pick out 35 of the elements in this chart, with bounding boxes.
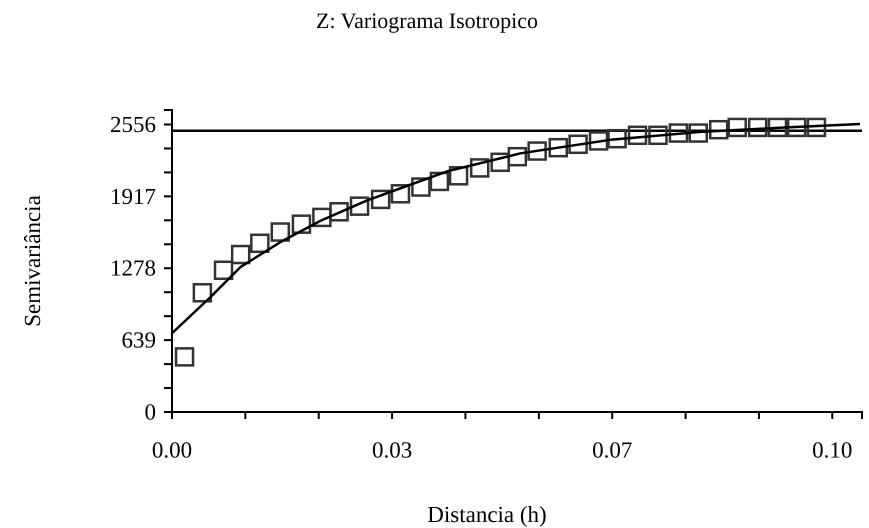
point	[370, 190, 390, 210]
y-tick-label: 1917	[110, 184, 156, 209]
point	[768, 118, 788, 138]
point	[470, 158, 490, 178]
point	[214, 260, 234, 280]
x-tick-label: 0.07	[592, 437, 632, 462]
point	[748, 118, 768, 138]
point	[588, 131, 608, 151]
point	[708, 120, 728, 140]
chart-title: Z: Variograma Isotropico	[316, 8, 538, 33]
x-tick-label: 0.03	[372, 437, 412, 462]
x-axis-title: Distancia (h)	[427, 502, 547, 527]
point	[806, 118, 826, 138]
point	[174, 347, 194, 367]
point	[607, 128, 627, 148]
y-tick-label: 639	[122, 327, 156, 352]
point	[508, 146, 528, 166]
y-tick-label: 1278	[110, 256, 156, 281]
x-tick-label: 0.00	[152, 437, 192, 462]
point	[648, 126, 668, 146]
point	[688, 123, 708, 143]
point	[628, 126, 648, 146]
y-tick-label: 2556	[110, 112, 156, 137]
point	[668, 123, 688, 143]
y-tick-label: 0	[144, 399, 156, 424]
point	[490, 152, 510, 172]
point	[786, 118, 806, 138]
point	[527, 141, 547, 161]
y-axis-title: Semivariância	[20, 195, 45, 327]
point	[548, 138, 568, 158]
point	[727, 118, 747, 138]
point	[568, 134, 588, 154]
point	[350, 196, 370, 216]
x-tick-label: 0.10	[812, 437, 852, 462]
point	[329, 202, 349, 222]
